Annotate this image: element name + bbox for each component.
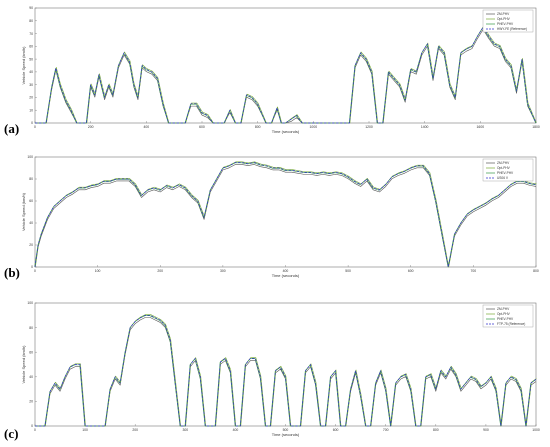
- y-tick-label: 20: [29, 243, 33, 247]
- x-tick-label: 400: [143, 125, 149, 129]
- chart-b-svg: 0 100 200 300 400 500 600 700 800 0 20 40 60 80 100 Tim…: [21, 155, 539, 278]
- y-tick-label: 0: [31, 265, 33, 269]
- chart-a-svg: 0 200 400 600 800 1000 1200 1400 1600 1800 0 10 20 30…: [21, 6, 540, 134]
- y-tick-label: 60: [29, 350, 33, 354]
- legend-label-4: HWY-FE (Reference): [497, 27, 527, 31]
- y-tick-label: 30: [29, 83, 33, 87]
- x-tick-label: 200: [88, 125, 94, 129]
- x-tick-label: 400: [283, 269, 289, 273]
- x-tick-label: 1000: [310, 125, 318, 129]
- panel-label-b: (b): [4, 265, 20, 280]
- y-tick-label: 70: [29, 32, 33, 36]
- x-tick-label: 0: [34, 428, 36, 432]
- legend-label-1: ZM-PHV: [497, 12, 510, 16]
- y-axis-label: Vehicle Speed (km/h): [21, 345, 26, 384]
- plot-frame: [34, 156, 537, 268]
- legend-label-4: US06 V: [497, 176, 509, 180]
- legend-label-2: Opt-PHV: [497, 17, 511, 21]
- y-axis-label: Vehicle Speed (km/h): [21, 46, 26, 85]
- series-line-4: [34, 162, 537, 268]
- plot-frame: [34, 302, 537, 427]
- x-tick-label: 500: [283, 428, 289, 432]
- x-tick-label: 500: [345, 269, 351, 273]
- x-tick-label: 300: [182, 428, 188, 432]
- x-axis-label: Time (seconds): [272, 129, 300, 134]
- y-tick-label: 80: [29, 326, 33, 330]
- x-axis-label: Time (seconds): [272, 273, 300, 278]
- y-tick-label: 80: [29, 19, 33, 23]
- series-line-2: [35, 26, 537, 124]
- chart-c-svg: 0 100 200 300 400 500 600 700 800 900 1000 0 20 40 60 8…: [21, 301, 540, 437]
- x-tick-label: 200: [132, 428, 138, 432]
- chart-panel-c: 0 100 200 300 400 500 600 700 800 900 1000 0 20 40 60 8…: [0, 295, 550, 447]
- y-tick-label: 100: [27, 155, 33, 159]
- x-tick-label: 600: [333, 428, 339, 432]
- y-axis-label: Vehicle Speed (km/h): [21, 192, 26, 231]
- y-tick-label: 10: [29, 108, 33, 112]
- x-tick-label: 800: [433, 428, 439, 432]
- y-tick-label: 40: [29, 221, 33, 225]
- x-tick-label: 200: [157, 269, 163, 273]
- x-tick-label: 800: [255, 125, 261, 129]
- x-tick-label: 600: [199, 125, 205, 129]
- panel-label-c: (c): [4, 426, 19, 441]
- y-tick-label: 50: [29, 57, 33, 61]
- chart-panel-a: 0 200 400 600 800 1000 1200 1400 1600 1800 0 10 20 30…: [0, 0, 550, 147]
- x-tick-label: 1000: [532, 428, 540, 432]
- x-tick-label: 700: [383, 428, 389, 432]
- x-tick-label: 300: [220, 269, 226, 273]
- x-tick-label: 600: [408, 269, 414, 273]
- x-tick-label: 100: [82, 428, 88, 432]
- y-tick-label: 80: [29, 177, 33, 181]
- x-tick-label: 1200: [365, 125, 373, 129]
- plot-frame: [34, 7, 537, 124]
- legend-label-4: FTP-75 (Reference): [497, 322, 525, 326]
- series-line-2: [35, 314, 537, 427]
- series-line-3: [34, 162, 536, 268]
- x-tick-label: 0: [34, 269, 36, 273]
- legend-box: [482, 158, 534, 182]
- series-line-4: [35, 26, 537, 124]
- y-tick-label: 0: [31, 424, 33, 428]
- x-axis-label: Time (seconds): [272, 432, 300, 437]
- legend-label-2: Opt-PHV: [497, 166, 511, 170]
- x-tick-label: 100: [95, 269, 101, 273]
- x-tick-label: 0: [34, 125, 36, 129]
- chart-panel-b: 0 100 200 300 400 500 600 700 800 0 20 40 60 80 100 Tim…: [0, 147, 550, 295]
- x-tick-label: 1800: [532, 125, 540, 129]
- y-tick-label: 20: [29, 96, 33, 100]
- y-tick-label: 0: [31, 121, 33, 125]
- y-tick-label: 20: [29, 400, 33, 404]
- series-line-2: [35, 161, 537, 268]
- y-tick-label: 90: [29, 6, 33, 10]
- x-tick-label: 900: [483, 428, 489, 432]
- x-tick-label: 800: [533, 269, 539, 273]
- legend-label-1: ZM-PHV: [497, 161, 510, 165]
- legend-label-3: PHEV-PHV: [497, 317, 514, 321]
- y-tick-label: 100: [27, 301, 33, 305]
- panel-label-a: (a): [4, 121, 20, 136]
- y-tick-label: 60: [29, 199, 33, 203]
- y-tick-label: 40: [29, 375, 33, 379]
- x-tick-label: 1600: [477, 125, 485, 129]
- x-tick-label: 1400: [421, 125, 429, 129]
- series-line-4: [35, 314, 537, 427]
- y-tick-label: 40: [29, 70, 33, 74]
- legend-label-3: PHEV-PHV: [497, 171, 514, 175]
- legend-box: [482, 304, 534, 328]
- legend-label-2: Opt-PHV: [497, 312, 511, 316]
- legend-box: [482, 9, 534, 33]
- x-tick-label: 700: [471, 269, 477, 273]
- legend-label-3: PHEV-PHV: [497, 22, 514, 26]
- legend-label-1: ZM-PHV: [497, 307, 510, 311]
- y-tick-label: 60: [29, 45, 33, 49]
- x-tick-label: 400: [233, 428, 239, 432]
- series-line-3: [34, 27, 536, 124]
